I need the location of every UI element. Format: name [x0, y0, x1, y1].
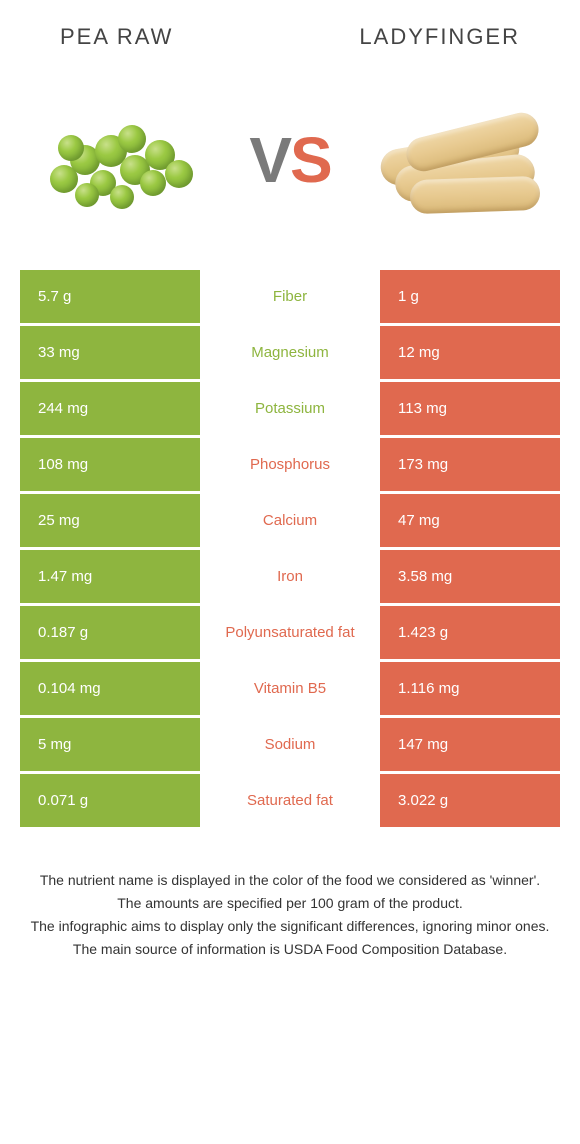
- nutrient-label: Phosphorus: [200, 438, 380, 491]
- footer-notes: The nutrient name is displayed in the co…: [0, 830, 580, 960]
- nutrient-table: 5.7 gFiber1 g33 mgMagnesium12 mg244 mgPo…: [0, 270, 580, 827]
- table-row: 33 mgMagnesium12 mg: [20, 326, 560, 379]
- nutrient-label: Polyunsaturated fat: [200, 606, 380, 659]
- pea-icon: [118, 125, 146, 153]
- pea-icon: [140, 170, 166, 196]
- left-value-cell: 244 mg: [20, 382, 200, 435]
- table-row: 244 mgPotassium113 mg: [20, 382, 560, 435]
- pea-illustration: [30, 90, 210, 230]
- left-value-cell: 5 mg: [20, 718, 200, 771]
- left-value-cell: 108 mg: [20, 438, 200, 491]
- vs-s: S: [290, 124, 331, 196]
- nutrient-label: Potassium: [200, 382, 380, 435]
- nutrient-label: Saturated fat: [200, 774, 380, 827]
- right-value-cell: 1.423 g: [380, 606, 560, 659]
- table-row: 0.187 gPolyunsaturated fat1.423 g: [20, 606, 560, 659]
- header: Pea raw Ladyfinger: [0, 0, 580, 60]
- left-value-cell: 1.47 mg: [20, 550, 200, 603]
- pea-icon: [58, 135, 84, 161]
- vs-label: VS: [249, 123, 330, 197]
- footer-line-4: The main source of information is USDA F…: [30, 939, 550, 960]
- pea-icon: [75, 183, 99, 207]
- nutrient-label: Iron: [200, 550, 380, 603]
- left-value-cell: 33 mg: [20, 326, 200, 379]
- nutrient-label: Fiber: [200, 270, 380, 323]
- right-value-cell: 113 mg: [380, 382, 560, 435]
- table-row: 1.47 mgIron3.58 mg: [20, 550, 560, 603]
- ladyfinger-icon: [409, 176, 540, 215]
- right-value-cell: 1.116 mg: [380, 662, 560, 715]
- right-value-cell: 47 mg: [380, 494, 560, 547]
- footer-line-3: The infographic aims to display only the…: [30, 916, 550, 937]
- table-row: 25 mgCalcium47 mg: [20, 494, 560, 547]
- table-row: 5 mgSodium147 mg: [20, 718, 560, 771]
- right-value-cell: 12 mg: [380, 326, 560, 379]
- left-value-cell: 0.187 g: [20, 606, 200, 659]
- footer-line-2: The amounts are specified per 100 gram o…: [30, 893, 550, 914]
- table-row: 108 mgPhosphorus173 mg: [20, 438, 560, 491]
- nutrient-label: Magnesium: [200, 326, 380, 379]
- nutrient-label: Vitamin B5: [200, 662, 380, 715]
- nutrient-label: Sodium: [200, 718, 380, 771]
- right-value-cell: 1 g: [380, 270, 560, 323]
- hero-row: VS: [0, 60, 580, 270]
- ladyfinger-illustration: [370, 90, 550, 230]
- left-food-title: Pea raw: [60, 24, 173, 50]
- right-value-cell: 147 mg: [380, 718, 560, 771]
- right-value-cell: 173 mg: [380, 438, 560, 491]
- right-value-cell: 3.022 g: [380, 774, 560, 827]
- left-value-cell: 25 mg: [20, 494, 200, 547]
- left-value-cell: 5.7 g: [20, 270, 200, 323]
- pea-icon: [110, 185, 134, 209]
- left-value-cell: 0.104 mg: [20, 662, 200, 715]
- footer-line-1: The nutrient name is displayed in the co…: [30, 870, 550, 891]
- table-row: 0.104 mgVitamin B51.116 mg: [20, 662, 560, 715]
- vs-v: V: [249, 124, 290, 196]
- right-food-title: Ladyfinger: [359, 24, 520, 50]
- left-value-cell: 0.071 g: [20, 774, 200, 827]
- nutrient-label: Calcium: [200, 494, 380, 547]
- pea-icon: [165, 160, 193, 188]
- right-value-cell: 3.58 mg: [380, 550, 560, 603]
- table-row: 5.7 gFiber1 g: [20, 270, 560, 323]
- table-row: 0.071 gSaturated fat3.022 g: [20, 774, 560, 827]
